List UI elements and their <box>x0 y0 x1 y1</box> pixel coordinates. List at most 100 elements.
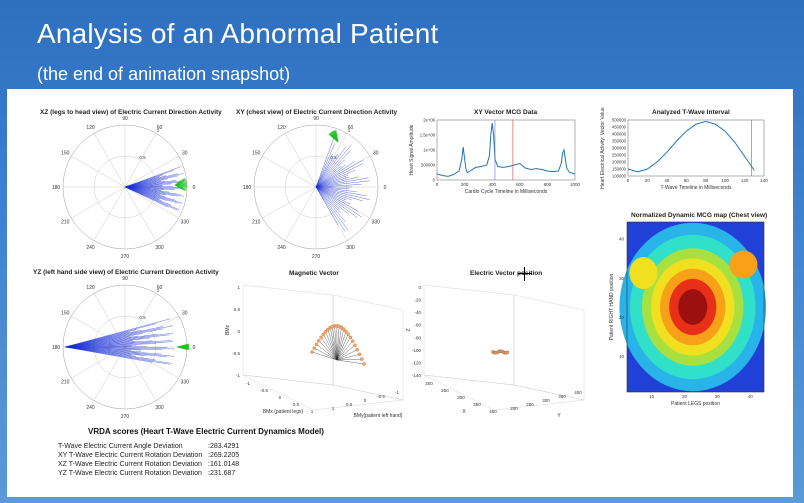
score-row: XY T-Wave Electric Current Rotation Devi… <box>58 452 240 459</box>
vector-line <box>336 327 342 361</box>
y-tick-label: 350 <box>558 394 566 399</box>
vector-line <box>315 158 333 188</box>
vector-point <box>350 339 355 343</box>
polar-angle-label: 60 <box>348 125 354 131</box>
vector-line <box>336 349 358 361</box>
y-tick-label: 300 <box>542 398 550 403</box>
vector-line <box>315 176 359 188</box>
y-tick-label: 250 <box>526 402 534 407</box>
yz-plot-title: YZ (left hand side view) of Electric Cur… <box>33 269 219 276</box>
vector-line <box>315 186 346 223</box>
polar-angle-label: 0 <box>193 185 196 191</box>
polar-spoke <box>124 186 179 219</box>
polar-angle-label: 120 <box>277 125 286 131</box>
x-tick-label: 120 <box>741 178 749 183</box>
z-tick-label: -140 <box>412 373 422 378</box>
vector-line <box>315 186 350 190</box>
y-axis-label: Heart Electrical Activity: Vector Value <box>600 107 606 189</box>
axis-wall <box>332 294 404 401</box>
vector-line <box>64 332 174 348</box>
vector-line <box>124 173 178 188</box>
vector-line <box>314 348 338 361</box>
polar-angle-label: 30 <box>373 151 379 157</box>
x-tick-label: 0 <box>436 182 439 187</box>
vector-line <box>124 186 184 190</box>
x-tick-label: 600 <box>516 182 524 187</box>
vector-line <box>336 358 362 361</box>
y-tick-label: 450000 <box>612 125 627 130</box>
vector-line <box>124 186 180 210</box>
mcg-plot-title: XY Vector MCG Data <box>474 109 538 116</box>
position-point <box>505 350 510 355</box>
polar-spoke <box>262 186 317 219</box>
x-tick-label: 300 <box>457 395 465 400</box>
polar-spoke <box>71 346 126 379</box>
elec-plot-title: Electric Vector position <box>470 270 543 277</box>
x-axis-label: T-Wave Timeline in Milliseconds <box>661 185 732 191</box>
vector-line <box>315 186 349 231</box>
polar-angle-label: 210 <box>61 380 70 386</box>
polar-angle-label: 0 <box>193 345 196 351</box>
heatmap-frame <box>626 221 765 393</box>
vector-line <box>320 337 338 361</box>
vector-line <box>64 333 159 348</box>
plot-axes <box>627 119 765 177</box>
x-tick-label: 140 <box>760 178 768 183</box>
x-tick-label: 20 <box>682 394 688 399</box>
polar-angle-label: 270 <box>312 254 321 260</box>
vector-line <box>336 334 349 361</box>
z-tick-label: 0 <box>418 285 421 290</box>
twave-plot-title: Analyzed T-Wave Interval <box>652 109 730 116</box>
vector-line <box>315 186 352 201</box>
vector-line <box>64 328 164 348</box>
twave-line-chart: 0 20 40 60 80 100 120 140 100000 150000 200000 2500… <box>600 107 768 191</box>
polar-angle-label: 240 <box>86 245 95 251</box>
vector-line <box>315 186 367 197</box>
z-tick-label: 1 <box>237 285 240 290</box>
x-tick-label: 1000 <box>570 182 581 187</box>
electric-vector-3d: 0-20-40-60-80-100-120-140200250300350400… <box>406 284 585 419</box>
polar-spoke <box>124 346 157 401</box>
vector-line <box>64 325 173 348</box>
mouse-cursor <box>524 267 525 281</box>
y-tick-label: 2e+06 <box>423 118 435 123</box>
vector-line <box>329 327 338 361</box>
x-tick-label: 350 <box>473 402 481 407</box>
series-line <box>627 120 755 173</box>
vector-line <box>334 325 338 361</box>
y-tick-label: -0.5 <box>377 394 385 399</box>
y-tick-label: 500000 <box>421 163 436 168</box>
polar-angle-label: 210 <box>61 220 70 226</box>
score-row: T-Wave Electric Current Angle Deviation:… <box>58 443 240 450</box>
vector-line <box>315 186 357 192</box>
vector-point <box>341 327 346 331</box>
polar-spoke <box>71 186 126 219</box>
vector-line <box>315 186 358 218</box>
y-tick-label: 40 <box>619 237 625 242</box>
polar-spoke <box>93 186 126 241</box>
x-tick-label: 400 <box>489 409 497 414</box>
z-tick-label: -40 <box>414 310 421 315</box>
vector-line <box>315 159 345 188</box>
vector-line <box>315 186 348 214</box>
x-tick-label: -1 <box>246 381 250 386</box>
vector-point <box>348 335 353 340</box>
vector-point <box>362 362 366 366</box>
vector-line <box>315 177 369 188</box>
vector-line <box>315 186 341 214</box>
vector-line <box>336 354 360 361</box>
polar-spoke <box>284 133 317 188</box>
vector-line <box>124 173 184 188</box>
x-tick-label: 80 <box>703 178 709 183</box>
y-axis-label: Heart Signal Amplitude <box>409 124 415 175</box>
x-tick-label: 60 <box>684 178 690 183</box>
polar-angle-label: 270 <box>121 254 130 260</box>
vector-line <box>315 175 349 188</box>
y-tick-label: 0.5 <box>346 402 353 407</box>
vector-line <box>315 186 347 201</box>
x-tick-label: 0 <box>279 395 282 400</box>
z-axis-label: Z <box>406 328 412 331</box>
